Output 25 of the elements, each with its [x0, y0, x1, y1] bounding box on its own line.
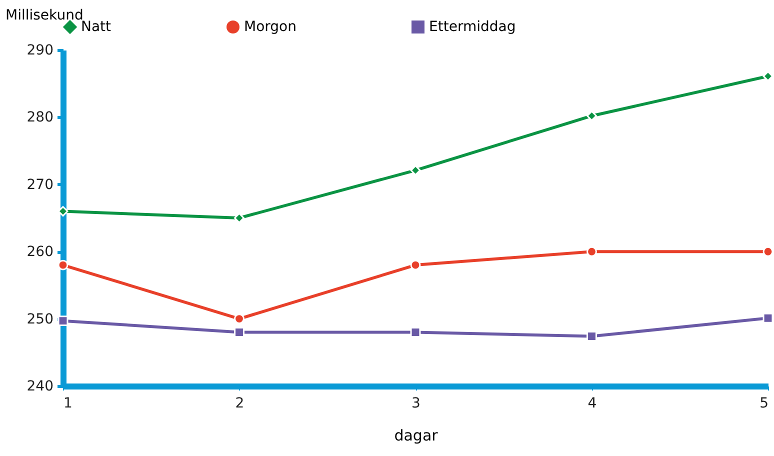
- y-tick-label: 250: [26, 311, 54, 328]
- point: [410, 327, 421, 338]
- point: [234, 327, 244, 338]
- y-tick-label: 280: [26, 110, 54, 126]
- y-tick-label: 240: [26, 378, 54, 394]
- point: [410, 260, 421, 270]
- legend-label: Ettermiddag: [429, 19, 516, 35]
- legend-label: Natt: [81, 19, 112, 35]
- point: [586, 246, 597, 257]
- x-tick-label: 1: [64, 396, 72, 412]
- y-axis-title: Millisekund: [6, 8, 84, 24]
- y-tick-label: 270: [26, 176, 54, 193]
- point: [762, 246, 774, 257]
- point: [58, 260, 68, 270]
- x-tick-label: 3: [412, 396, 420, 412]
- x-tick-label: 5: [760, 396, 768, 412]
- x-axis-title: dagar: [394, 426, 439, 444]
- legend-label: Morgon: [244, 19, 296, 35]
- point: [762, 312, 774, 324]
- x-tick-label: 2: [235, 396, 244, 412]
- y-tick-label: 290: [26, 42, 54, 58]
- point: [586, 331, 597, 342]
- point: [58, 316, 68, 326]
- x-tick-label: 4: [588, 396, 597, 412]
- y-tick-label: 260: [26, 244, 54, 260]
